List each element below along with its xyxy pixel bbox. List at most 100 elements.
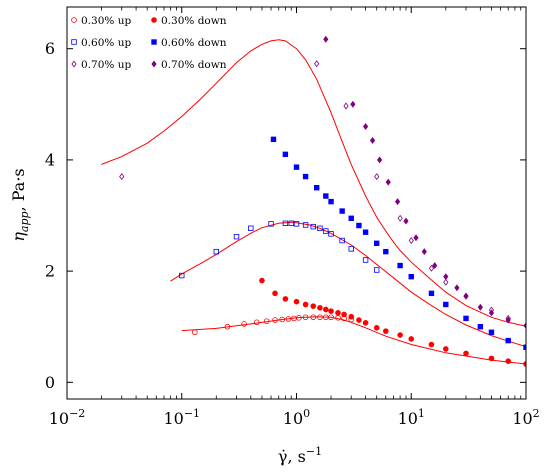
data-point	[505, 337, 511, 344]
plot-frame	[66, 6, 527, 400]
data-point	[268, 221, 274, 227]
data-point	[322, 306, 329, 313]
data-point	[119, 173, 125, 181]
legend-marker	[71, 60, 77, 68]
x-axis-title: γ̇, s−1	[278, 445, 322, 466]
data-point	[328, 231, 334, 237]
x-tick-label: 101	[398, 407, 425, 428]
data-point	[296, 315, 302, 321]
data-point	[382, 328, 389, 334]
legend-entry: 0.30% up	[71, 15, 131, 27]
legend-label: 0.70% up	[81, 59, 131, 71]
data-point	[463, 350, 469, 357]
data-point	[348, 215, 354, 221]
data-point	[314, 60, 320, 68]
x-tick-label: 100	[283, 407, 310, 428]
fit-curve-0	[181, 316, 526, 365]
data-point	[302, 301, 309, 308]
data-point	[421, 248, 427, 256]
data-point	[477, 324, 484, 330]
data-point	[317, 314, 323, 321]
data-point	[428, 341, 435, 348]
data-point	[362, 229, 369, 235]
data-point	[282, 151, 289, 158]
data-point	[310, 303, 317, 309]
data-point	[463, 292, 469, 300]
legend-label: 0.70% down	[161, 59, 227, 71]
data-point	[293, 164, 300, 170]
legend-label: 0.30% down	[161, 15, 227, 27]
data-point	[348, 246, 354, 252]
data-point	[505, 358, 512, 364]
y-axis-title-sub: app	[18, 211, 31, 232]
data-point	[408, 273, 414, 280]
data-point	[310, 223, 316, 230]
data-point	[350, 100, 356, 108]
legend: 0.30% up 0.30% down 0.60% up 0.60% down 0.70…	[71, 15, 227, 71]
series-0-70-up	[119, 60, 511, 322]
fit-curve-1	[170, 221, 526, 348]
data-point	[314, 185, 320, 191]
data-point	[248, 225, 254, 231]
series-0-30-down	[259, 277, 526, 367]
legend-marker	[71, 39, 77, 45]
data-point	[408, 237, 414, 244]
series-0-70-down	[323, 35, 526, 330]
data-point	[288, 220, 294, 226]
series-0-30-up	[192, 314, 355, 336]
series-0-60-down	[270, 136, 526, 350]
data-point	[323, 35, 329, 43]
data-point	[397, 262, 403, 269]
x-tick-label: 10−2	[49, 407, 86, 428]
legend-marker	[151, 39, 157, 45]
data-point	[282, 220, 289, 226]
data-point	[463, 315, 469, 322]
series-0-60-up	[179, 220, 380, 279]
data-point	[443, 273, 449, 281]
x-axis-title-main: γ̇, s	[278, 447, 306, 466]
data-point	[310, 314, 317, 321]
data-point	[302, 222, 309, 228]
data-point	[339, 237, 345, 244]
data-point	[335, 310, 341, 316]
data-point	[328, 314, 334, 321]
data-point	[394, 198, 401, 206]
data-point	[374, 267, 380, 273]
data-point	[322, 314, 329, 321]
data-point	[362, 320, 369, 326]
data-point	[317, 225, 323, 231]
legend-marker	[151, 60, 157, 68]
data-point	[373, 325, 380, 331]
data-point	[263, 318, 270, 324]
data-point	[293, 298, 300, 305]
legend-label: 0.60% down	[161, 37, 227, 49]
data-point	[523, 322, 526, 330]
data-point	[356, 222, 362, 229]
data-point	[523, 344, 526, 350]
x-tick-label: 10−1	[163, 407, 200, 428]
data-point	[443, 278, 449, 286]
data-point	[488, 309, 495, 317]
data-point	[328, 308, 334, 314]
data-point	[383, 248, 389, 255]
axis-ticks	[66, 7, 527, 399]
data-point	[317, 305, 323, 311]
data-point	[282, 296, 289, 302]
data-point	[397, 332, 403, 338]
data-point	[233, 233, 240, 240]
y-tick-label: 4	[45, 150, 55, 169]
data-point	[488, 329, 495, 335]
data-point	[374, 240, 380, 247]
data-point	[397, 214, 403, 222]
data-point	[428, 290, 435, 297]
data-point	[241, 321, 247, 327]
axis-tick-labels: 10−2 10−1 100 101 102 0 2 4 6	[45, 39, 540, 428]
y-axis-title-main: η	[9, 232, 28, 242]
data-point	[477, 303, 483, 311]
data-point	[348, 313, 355, 320]
y-axis-title: ηapp, Pa·s	[9, 168, 31, 241]
y-tick-label: 6	[45, 39, 55, 58]
data-point	[374, 173, 380, 181]
data-point	[403, 217, 409, 225]
